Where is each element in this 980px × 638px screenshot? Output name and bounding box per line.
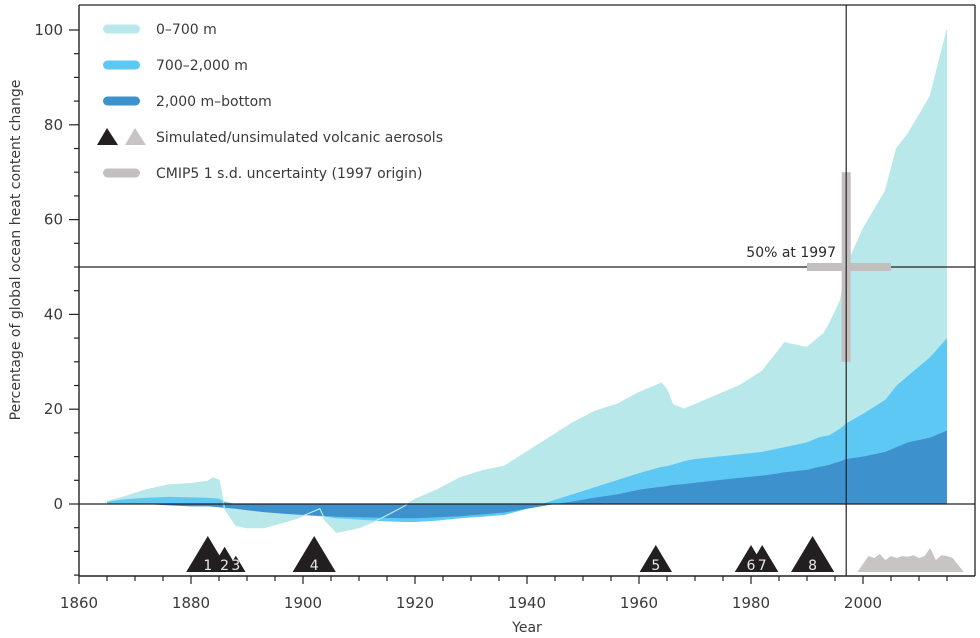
legend-swatch-1 bbox=[103, 60, 140, 70]
volcano-label-3: 3 bbox=[231, 558, 240, 574]
volcano-triangle-8 bbox=[791, 536, 835, 572]
volcano-label-5: 5 bbox=[651, 558, 660, 574]
volcano-label-8: 8 bbox=[808, 558, 817, 574]
total-outline bbox=[106, 29, 948, 534]
x-tick-label-1940: 1940 bbox=[508, 594, 546, 612]
legend-label-4: CMIP5 1 s.d. uncertainty (1997 origin) bbox=[156, 166, 422, 182]
y-tick-label-60: 60 bbox=[44, 211, 63, 229]
volcano-label-7: 7 bbox=[758, 558, 767, 574]
x-tick-label-1920: 1920 bbox=[396, 594, 434, 612]
legend-swatch-0 bbox=[103, 24, 140, 34]
volcano-triangle-5 bbox=[639, 545, 672, 572]
y-tick-label-100: 100 bbox=[34, 21, 63, 39]
y-tick-label-0: 0 bbox=[53, 495, 63, 513]
volcano-label-1: 1 bbox=[203, 558, 212, 574]
x-tick-label-1860: 1860 bbox=[60, 594, 98, 612]
volcano-triangle-4 bbox=[292, 536, 336, 572]
legend-icon-simulated-volcano bbox=[97, 128, 118, 145]
legend-label-2: 2,000 m–bottom bbox=[156, 94, 272, 110]
legend-swatch-2 bbox=[103, 96, 140, 106]
x-tick-label-1960: 1960 bbox=[620, 594, 658, 612]
area-2000m-bottom bbox=[107, 430, 947, 519]
x-tick-label-1880: 1880 bbox=[172, 594, 210, 612]
unsimulated-volcano-band bbox=[857, 548, 964, 572]
volcano-triangle-7 bbox=[746, 545, 779, 572]
x-axis-title: Year bbox=[511, 620, 542, 636]
legend-label-1: 700–2,000 m bbox=[156, 58, 248, 74]
legend-label-3: Simulated/unsimulated volcanic aerosols bbox=[156, 130, 443, 146]
x-tick-label-1900: 1900 bbox=[284, 594, 322, 612]
area-layers bbox=[106, 29, 948, 534]
x-tick-label-1980: 1980 bbox=[732, 594, 770, 612]
volcano-label-2: 2 bbox=[220, 558, 229, 574]
y-tick-label-20: 20 bbox=[44, 400, 63, 418]
plot-frame bbox=[79, 4, 976, 576]
legend: 0–700 m 700–2,000 m 2,000 m–bottom Simulate… bbox=[97, 22, 443, 182]
volcano-triangle-3 bbox=[226, 555, 246, 572]
legend-icon-unsimulated-volcano bbox=[125, 128, 146, 145]
y-axis-title: Percentage of global ocean heat content … bbox=[8, 80, 24, 421]
annotation-50pct-1997: 50% at 1997 bbox=[746, 245, 836, 261]
legend-label-0: 0–700 m bbox=[156, 22, 217, 38]
area-700-2000m bbox=[107, 338, 947, 522]
y-tick-label-40: 40 bbox=[44, 305, 63, 323]
legend-swatch-4 bbox=[103, 168, 140, 178]
volcano-label-4: 4 bbox=[310, 558, 319, 574]
y-axis: 0 20 40 60 80 100 bbox=[34, 21, 79, 576]
area-0-700m bbox=[107, 30, 947, 533]
x-tick-label-2000: 2000 bbox=[844, 594, 882, 612]
volcano-label-6: 6 bbox=[747, 558, 756, 574]
y-tick-label-80: 80 bbox=[44, 116, 63, 134]
